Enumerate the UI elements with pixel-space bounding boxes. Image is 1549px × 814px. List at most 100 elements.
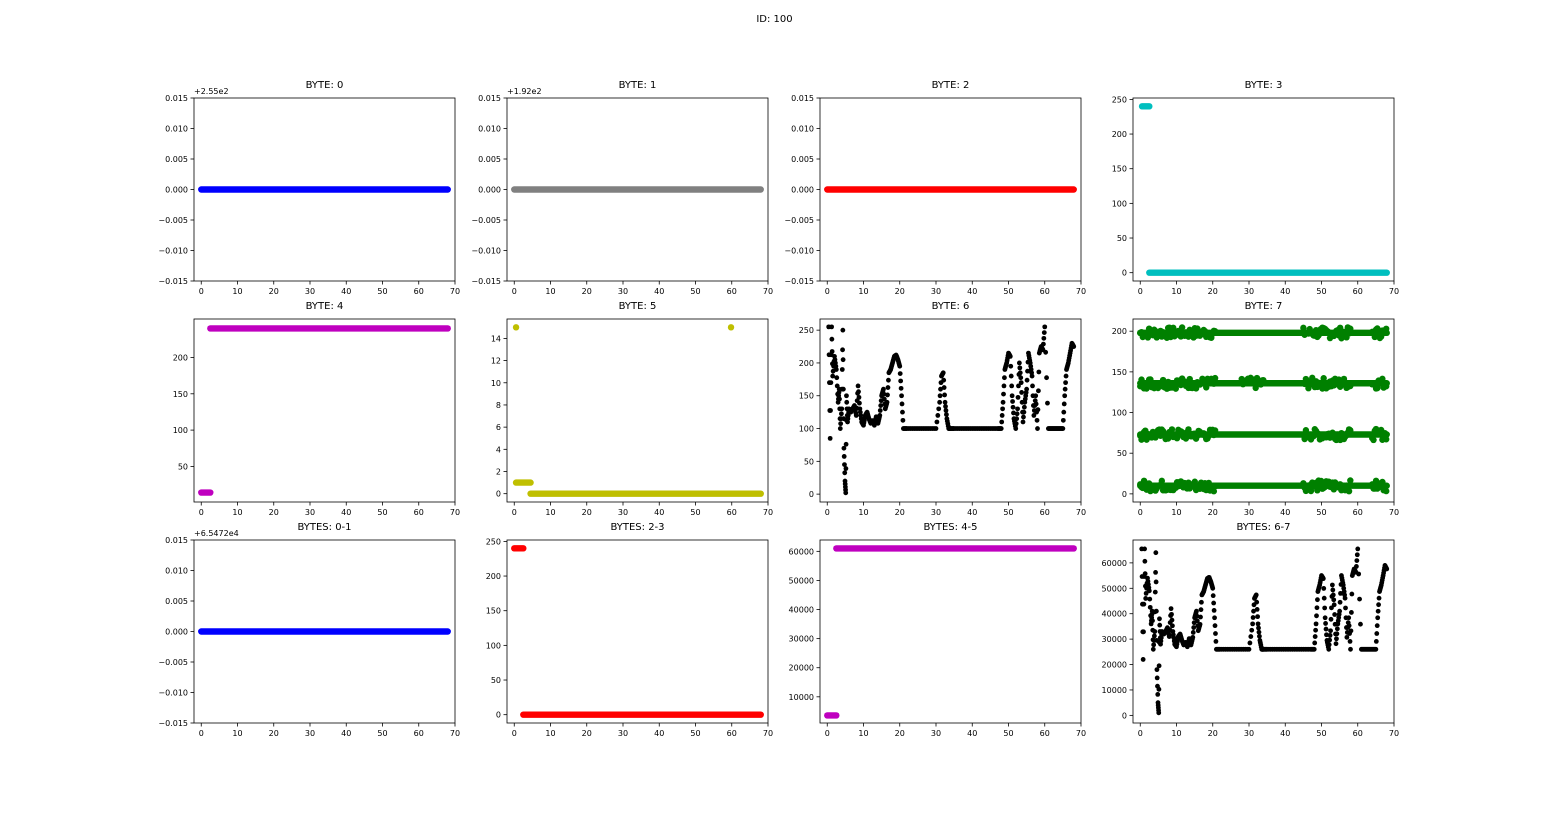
y-tick-label: 40000 (789, 606, 814, 615)
data-point (1335, 631, 1340, 636)
data-point (1255, 614, 1260, 619)
x-tick-label: 30 (618, 287, 628, 296)
y-tick-label: 0 (1122, 269, 1127, 278)
data-point (1002, 384, 1007, 389)
x-tick-label: 30 (931, 729, 941, 738)
y-tick-label: 150 (173, 390, 188, 399)
y-tick-label: 10 (491, 379, 501, 388)
y-tick-label: 150 (799, 392, 814, 401)
data-point (1044, 375, 1049, 380)
y-tick-label: 0.010 (165, 567, 188, 576)
data-point (1062, 402, 1067, 407)
y-tick-label: 20000 (789, 664, 814, 673)
y-tick-label: 14 (491, 334, 501, 343)
x-tick-label: 40 (1280, 508, 1290, 517)
data-point (1248, 634, 1253, 639)
x-tick-label: 70 (1076, 287, 1086, 296)
data-point (944, 408, 949, 413)
data-point (1323, 621, 1328, 626)
data-point (1146, 585, 1151, 590)
subplot: BYTE: 1+1.92e20 10 20 30 40 50 60 70−0.015−0.01… (471, 80, 773, 296)
data-point (1251, 615, 1256, 620)
y-tick-label: 0.000 (478, 186, 501, 195)
data-point (842, 470, 847, 475)
data-point (1332, 602, 1337, 607)
x-tick-label: 10 (858, 508, 868, 517)
data-point (1041, 342, 1046, 347)
data-point (1000, 413, 1005, 418)
x-tick-label: 40 (341, 508, 351, 517)
data-point (830, 349, 835, 354)
subplot: BYTES: 0-1+6.5472e40 10 20 30 40 50 60 70−0.015… (158, 522, 460, 738)
x-tick-label: 10 (232, 287, 242, 296)
y-tick-label: −0.015 (784, 277, 814, 286)
y-tick-label: 200 (799, 359, 814, 368)
subplot-title: BYTE: 5 (619, 301, 657, 312)
subplot: BYTE: 2 0 10 20 30 40 50 60 70 −0.015 −0.010 −0.005… (784, 80, 1086, 296)
data-point (1245, 647, 1250, 652)
data-point (1187, 376, 1193, 382)
subplot-title: BYTE: 6 (932, 301, 970, 312)
x-tick-label: 20 (269, 729, 279, 738)
data-point (1343, 606, 1348, 611)
data-point (1212, 375, 1218, 381)
data-point (1257, 634, 1262, 639)
y-tick-label: 100 (1112, 199, 1127, 208)
data-point (942, 385, 947, 390)
data-point (1347, 326, 1353, 332)
data-point (1347, 477, 1353, 483)
data-point (1042, 324, 1047, 329)
data-point (1303, 427, 1309, 433)
data-point (840, 367, 845, 372)
y-tick-label: 30000 (1102, 635, 1127, 644)
x-tick-label: 40 (654, 729, 664, 738)
x-tick-label: 70 (1389, 287, 1399, 296)
data-point (1374, 639, 1379, 644)
data-point (828, 408, 833, 413)
subplot-title: BYTE: 4 (306, 301, 344, 312)
data-point (1142, 559, 1147, 564)
data-point (1323, 615, 1328, 620)
data-point (1213, 631, 1218, 636)
data-point (844, 393, 849, 398)
data-point (1313, 628, 1318, 633)
x-tick-label: 50 (1003, 729, 1013, 738)
data-point (1041, 336, 1046, 341)
data-point-run (198, 186, 451, 192)
y-tick-label: 0.005 (165, 155, 188, 164)
data-point (1071, 343, 1076, 348)
x-tick-label: 30 (305, 729, 315, 738)
data-point (1014, 421, 1019, 426)
data-point (998, 426, 1003, 431)
data-point (1377, 596, 1382, 601)
data-point (1157, 623, 1162, 628)
data-point (886, 378, 891, 383)
data-point (897, 362, 902, 367)
data-point (1151, 647, 1156, 652)
data-point (1067, 353, 1072, 358)
data-point (1315, 332, 1321, 338)
data-point (1212, 615, 1217, 620)
data-point (943, 400, 948, 405)
y-tick-label: 10000 (789, 693, 814, 702)
data-point (1260, 377, 1266, 383)
y-tick-label: 100 (173, 426, 188, 435)
data-point (1034, 402, 1039, 407)
x-tick-label: 20 (269, 508, 279, 517)
data-point (1356, 572, 1361, 577)
data-point (1060, 426, 1065, 431)
data-point (1322, 606, 1327, 611)
x-tick-label: 10 (545, 729, 555, 738)
x-tick-label: 50 (377, 729, 387, 738)
data-point (1154, 609, 1159, 614)
x-tick-label: 20 (895, 287, 905, 296)
data-point (1378, 333, 1384, 339)
x-tick-label: 10 (1171, 508, 1181, 517)
axis-offset-label: +2.55e2 (194, 87, 229, 96)
data-point (1156, 708, 1161, 713)
data-point (1213, 623, 1218, 628)
subplot-title: BYTES: 0-1 (297, 522, 351, 533)
x-tick-label: 30 (305, 287, 315, 296)
y-tick-label: 200 (1112, 327, 1127, 336)
x-tick-label: 10 (545, 508, 555, 517)
